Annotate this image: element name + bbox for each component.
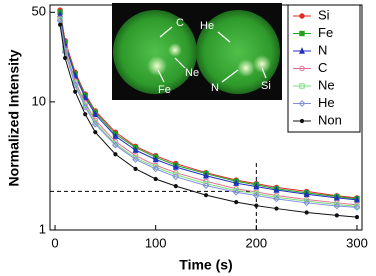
x-tick-label: 100 <box>145 235 167 250</box>
legend-label: He <box>318 95 335 110</box>
marker <box>132 146 139 153</box>
marker <box>152 165 160 173</box>
inset-label: He <box>200 20 214 32</box>
marker <box>233 179 240 186</box>
marker <box>273 186 280 193</box>
marker <box>299 118 305 124</box>
marker <box>82 93 89 101</box>
marker <box>273 195 280 203</box>
series-line <box>59 14 358 201</box>
marker <box>303 198 310 204</box>
marker <box>93 130 98 135</box>
marker <box>233 187 239 194</box>
marker <box>299 30 305 37</box>
legend-entry: Ne <box>293 77 335 92</box>
inset-label: C <box>176 17 184 29</box>
marker <box>273 194 280 200</box>
marker <box>353 204 361 211</box>
marker <box>354 215 360 220</box>
series-line <box>59 10 358 199</box>
series-line <box>59 20 358 208</box>
marker <box>333 202 341 210</box>
marker <box>334 201 340 208</box>
marker <box>152 155 159 163</box>
series-line <box>59 24 358 218</box>
marker <box>274 206 279 211</box>
legend-entry: Fe <box>293 25 333 40</box>
inset-label: Ne <box>185 67 199 79</box>
marker <box>73 89 78 94</box>
marker <box>299 13 305 19</box>
marker <box>83 112 88 117</box>
marker <box>113 152 118 157</box>
x-tick-label: 0 <box>51 235 58 250</box>
marker <box>253 182 260 190</box>
inset-image: C Ne Fe He N Si <box>112 3 282 100</box>
legend-label: Non <box>318 112 342 127</box>
marker <box>232 188 240 196</box>
series-line <box>59 12 358 200</box>
legend-label: Ne <box>318 77 335 92</box>
marker <box>132 156 139 163</box>
marker <box>112 132 119 139</box>
legend-entry: C <box>293 60 327 75</box>
inset-label: N <box>211 82 219 94</box>
marker <box>299 47 305 54</box>
series-line <box>59 18 358 206</box>
marker <box>153 176 158 182</box>
marker <box>62 55 68 61</box>
marker <box>203 171 209 179</box>
marker <box>203 193 209 198</box>
legend-label: Fe <box>318 25 333 40</box>
marker <box>303 190 310 197</box>
marker <box>172 173 180 181</box>
legend-label: C <box>318 60 327 75</box>
marker <box>299 83 305 89</box>
marker <box>173 184 178 189</box>
marker <box>334 213 339 218</box>
legend-entry: He <box>293 95 335 110</box>
legend: Si Fe NC Ne He Non <box>287 4 361 133</box>
y-tick-label: 50 <box>32 4 46 19</box>
marker <box>57 22 63 27</box>
marker <box>353 195 360 203</box>
y-axis-label: Normalized Intensity <box>6 49 22 186</box>
marker <box>298 100 306 107</box>
marker <box>299 65 305 72</box>
marker <box>172 163 179 170</box>
inset-label: Si <box>261 80 271 92</box>
marker <box>202 182 210 190</box>
marker <box>91 120 99 128</box>
legend-entry: N <box>293 42 327 57</box>
y-tick-label: 10 <box>32 93 46 108</box>
marker <box>254 203 259 208</box>
series-line <box>59 19 358 207</box>
x-tick-label: 200 <box>245 235 267 250</box>
x-tick-label: 300 <box>346 235 368 250</box>
marker <box>303 199 311 207</box>
legend-entry: Si <box>293 7 330 22</box>
marker <box>81 103 89 111</box>
marker <box>304 210 309 215</box>
legend-entry: Non <box>293 112 342 127</box>
marker <box>112 141 119 149</box>
x-axis-label: Time (s) <box>179 257 232 273</box>
marker <box>234 200 239 205</box>
marker <box>92 110 99 117</box>
legend-label: Si <box>318 7 330 22</box>
y-tick-label: 1 <box>39 221 46 236</box>
inset-label: Fe <box>158 84 171 96</box>
marker <box>252 192 260 199</box>
plot: 0 100 200 300 1 10 50 <box>32 4 368 251</box>
legend-box <box>287 4 361 133</box>
legend-label: N <box>318 42 327 57</box>
marker <box>133 166 138 171</box>
